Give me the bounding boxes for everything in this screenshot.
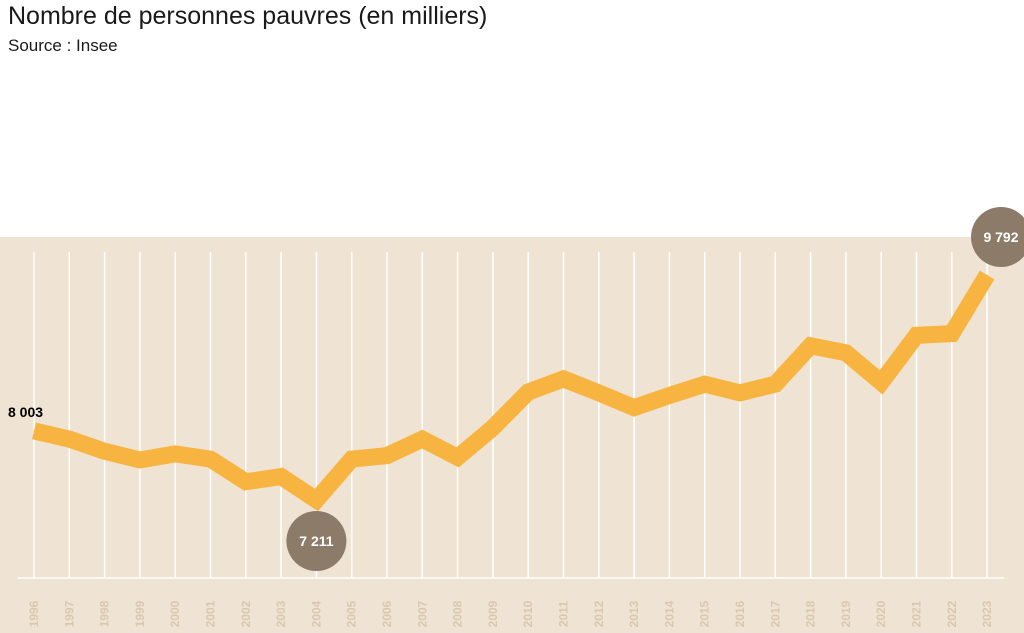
x-tick-label-2002: 2002 <box>239 600 253 627</box>
data-point-2019 <box>845 352 847 354</box>
x-tick-label-1998: 1998 <box>98 600 112 627</box>
x-tick-label-2018: 2018 <box>804 600 818 627</box>
data-point-2008 <box>457 456 459 458</box>
data-point-1998 <box>104 450 106 452</box>
x-tick-label-2015: 2015 <box>698 600 712 627</box>
data-point-2018 <box>810 345 812 347</box>
data-point-2004 <box>315 499 317 501</box>
x-tick-label-2013: 2013 <box>627 600 641 627</box>
x-tick-label-2014: 2014 <box>662 600 676 627</box>
value-label-1996: 8 003 <box>8 404 43 420</box>
data-point-2009 <box>492 427 494 429</box>
data-point-2013 <box>633 407 635 409</box>
x-tick-label-2020: 2020 <box>874 600 888 627</box>
x-tick-label-2003: 2003 <box>274 600 288 627</box>
data-point-2003 <box>280 476 282 478</box>
x-tick-label-2021: 2021 <box>910 600 924 627</box>
x-tick-label-2012: 2012 <box>592 600 606 627</box>
x-tick-label-2007: 2007 <box>415 600 429 627</box>
data-point-1997 <box>68 438 70 440</box>
x-tick-label-2023: 2023 <box>980 600 994 627</box>
data-point-2022 <box>951 333 953 335</box>
x-tick-label-2010: 2010 <box>521 600 535 627</box>
value-label-2023-badge <box>971 207 1024 267</box>
data-points <box>33 274 988 501</box>
data-point-2015 <box>704 383 706 385</box>
x-tick-label-1996: 1996 <box>27 600 41 627</box>
data-point-2007 <box>421 438 423 440</box>
value-label-2023: 9 792 <box>983 229 1018 245</box>
data-point-2001 <box>210 458 211 460</box>
x-tick-label-2019: 2019 <box>839 600 853 627</box>
data-point-2023 <box>986 274 988 276</box>
x-tick-label-2006: 2006 <box>380 600 394 627</box>
data-point-2012 <box>598 392 600 394</box>
data-point-2005 <box>351 458 353 460</box>
data-point-1996 <box>33 430 35 432</box>
x-tick-label-2022: 2022 <box>945 600 959 627</box>
x-tick-label-1999: 1999 <box>133 600 147 627</box>
data-point-2000 <box>174 453 176 455</box>
data-point-2011 <box>563 378 564 380</box>
data-point-2016 <box>739 392 741 394</box>
x-tick-label-2005: 2005 <box>345 600 359 627</box>
data-point-2017 <box>774 383 776 385</box>
x-tick-label-2008: 2008 <box>451 600 465 627</box>
chart-title: Nombre de personnes pauvres (en milliers… <box>8 2 488 30</box>
chart-source: Source : Insee <box>8 36 118 55</box>
value-labels: 8 003 7 211 9 792 <box>8 207 1024 571</box>
data-point-2010 <box>527 391 529 393</box>
x-tick-label-2004: 2004 <box>309 600 323 627</box>
x-tick-label-2011: 2011 <box>557 601 571 627</box>
x-tick-label-2017: 2017 <box>768 600 782 627</box>
data-point-1999 <box>139 459 141 461</box>
x-tick-label-1997: 1997 <box>62 600 76 627</box>
data-point-2014 <box>668 394 670 396</box>
value-label-2004-badge <box>286 511 347 571</box>
x-tick-labels: 1996 1997 1998 1999 2000 2001 2002 2003 2004 2005… <box>27 600 994 627</box>
series-line <box>32 270 995 512</box>
data-point-2006 <box>386 455 388 457</box>
data-point-2002 <box>245 481 247 483</box>
x-tick-label-2001: 2001 <box>204 600 218 627</box>
data-point-2021 <box>916 334 917 336</box>
plot-background <box>0 237 1024 633</box>
value-label-2004: 7 211 <box>299 533 333 549</box>
x-tick-label-2009: 2009 <box>486 600 500 627</box>
x-tick-label-2000: 2000 <box>168 600 182 627</box>
data-point-2020 <box>880 381 882 383</box>
x-tick-label-2016: 2016 <box>733 600 747 627</box>
